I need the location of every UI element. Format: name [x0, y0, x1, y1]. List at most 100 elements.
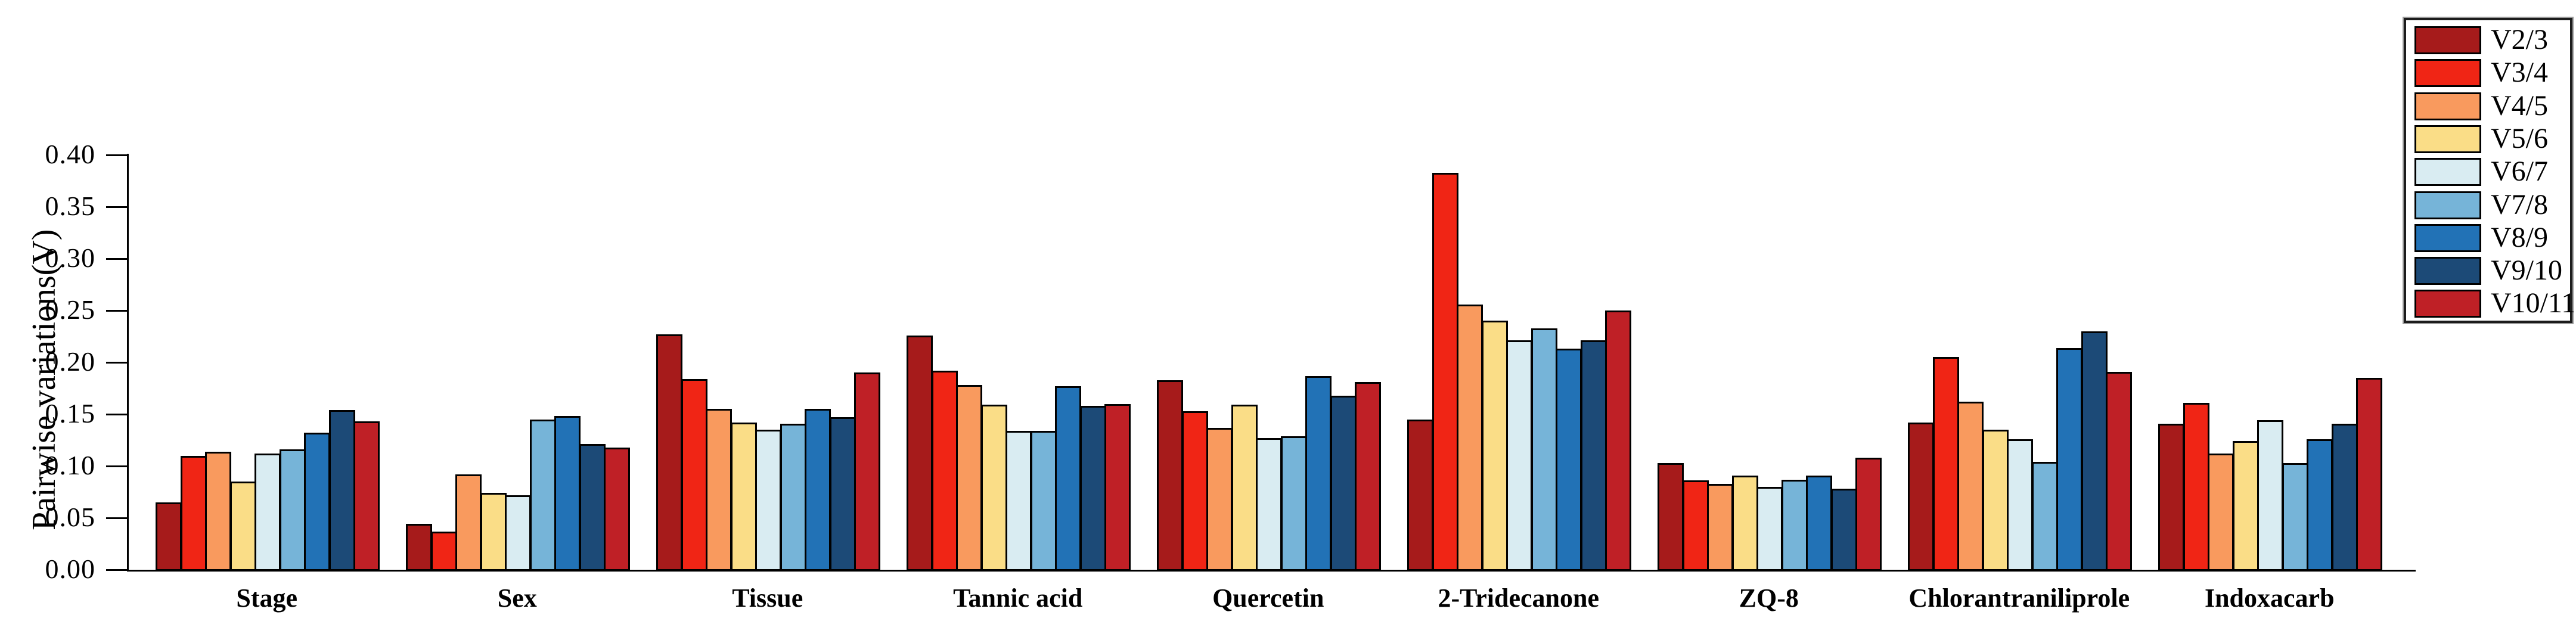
y-tick-label: 0.35 — [45, 191, 95, 221]
bar-sex-v10-11 — [604, 448, 630, 571]
y-tick-mark — [106, 257, 128, 260]
legend-swatch-v6-7 — [2414, 158, 2481, 187]
bar-stage-v2-3 — [156, 502, 182, 571]
legend-swatch-v5-6 — [2414, 125, 2481, 153]
bar-indoxacarb-v9-10 — [2331, 424, 2358, 571]
bar-quercetin-v2-3 — [1157, 380, 1183, 571]
legend-item-v3-4: V3/4 — [2406, 57, 2570, 89]
bar-tissue-v10-11 — [854, 372, 880, 571]
bar-quercetin-v7-8 — [1280, 436, 1307, 571]
bar-quercetin-v6-7 — [1256, 438, 1282, 571]
category-label-tissue: Tissue — [732, 583, 803, 613]
bar-stage-v9-10 — [328, 410, 355, 571]
bar-indoxacarb-v2-3 — [2158, 424, 2184, 571]
y-tick-label: 0.05 — [45, 502, 95, 532]
y-tick-mark — [106, 309, 128, 312]
bar-2-tridecanone-v3-4 — [1432, 173, 1458, 571]
bar-2-tridecanone-v5-6 — [1481, 321, 1508, 571]
bar-sex-v5-6 — [480, 493, 507, 571]
y-axis-line — [127, 154, 129, 572]
category-label-chlorantraniliprole: Chlorantraniliprole — [1908, 583, 2130, 613]
bar-stage-v4-5 — [205, 452, 231, 571]
bar-quercetin-v5-6 — [1231, 405, 1258, 571]
bar-chlorantraniliprole-v9-10 — [2081, 331, 2108, 571]
y-tick-mark — [106, 569, 128, 571]
category-label-2-tridecanone: 2-Tridecanone — [1438, 583, 1600, 613]
bar-sex-v4-5 — [455, 474, 482, 571]
bar-chlorantraniliprole-v5-6 — [1982, 430, 2009, 571]
legend-label: V3/4 — [2491, 57, 2548, 89]
category-label-stage: Stage — [236, 583, 298, 613]
bar-quercetin-v4-5 — [1206, 428, 1233, 571]
bar-tissue-v2-3 — [656, 334, 682, 571]
bar-2-tridecanone-v2-3 — [1407, 420, 1433, 571]
y-tick-label: 0.40 — [45, 139, 95, 169]
bar-indoxacarb-v10-11 — [2356, 378, 2382, 571]
bar-2-tridecanone-v8-9 — [1556, 349, 1582, 571]
bar-tissue-v3-4 — [681, 379, 707, 571]
y-tick-label: 0.10 — [45, 450, 95, 480]
legend-item-v5-6: V5/6 — [2406, 122, 2570, 155]
bar-chlorantraniliprole-v4-5 — [1957, 402, 1984, 571]
bar-stage-v3-4 — [180, 456, 207, 571]
y-tick-label: 0.00 — [45, 554, 95, 584]
bar-indoxacarb-v3-4 — [2183, 403, 2209, 571]
bar-tannic-acid-v6-7 — [1005, 431, 1032, 571]
bar-tannic-acid-v4-5 — [956, 385, 982, 571]
legend-item-v2-3: V2/3 — [2406, 25, 2570, 56]
bar-tannic-acid-v8-9 — [1055, 386, 1081, 571]
bar-stage-v6-7 — [255, 454, 281, 571]
category-label-sex: Sex — [497, 583, 537, 613]
legend-item-v6-7: V6/7 — [2406, 156, 2570, 188]
legend-label: V10/11 — [2491, 287, 2576, 319]
legend-swatch-v4-5 — [2414, 92, 2481, 120]
bar-sex-v2-3 — [406, 524, 432, 571]
bar-indoxacarb-v5-6 — [2232, 441, 2259, 571]
legend-label: V4/5 — [2491, 89, 2548, 122]
bar-tissue-v7-8 — [780, 424, 806, 571]
bar-2-tridecanone-v10-11 — [1605, 310, 1631, 571]
legend-item-v4-5: V4/5 — [2406, 89, 2570, 122]
bar-sex-v6-7 — [505, 495, 531, 571]
bar-indoxacarb-v4-5 — [2208, 454, 2234, 571]
bar-tissue-v8-9 — [805, 409, 831, 571]
bar-indoxacarb-v6-7 — [2257, 420, 2283, 571]
legend-swatch-v3-4 — [2414, 59, 2481, 88]
legend-swatch-v2-3 — [2414, 26, 2481, 54]
bar-chlorantraniliprole-v10-11 — [2106, 372, 2132, 571]
y-tick-mark — [106, 517, 128, 519]
bar-zq-8-v3-4 — [1682, 480, 1709, 571]
bar-zq-8-v5-6 — [1731, 476, 1758, 571]
bar-zq-8-v2-3 — [1658, 463, 1684, 571]
legend-box: V2/3 V3/4 V4/5 V5/6 V6/7 V7/8 V8/9 V9/10 V10/11 — [2404, 18, 2576, 323]
legend-label: V7/8 — [2491, 188, 2548, 221]
legend-item-v8-9: V8/9 — [2406, 222, 2570, 254]
y-tick-mark — [106, 413, 128, 415]
bar-2-tridecanone-v4-5 — [1457, 305, 1483, 571]
bar-sex-v7-8 — [529, 420, 556, 571]
bar-stage-v5-6 — [229, 482, 256, 571]
bar-quercetin-v9-10 — [1330, 396, 1357, 571]
legend-swatch-v7-8 — [2414, 191, 2481, 219]
bar-quercetin-v3-4 — [1181, 411, 1208, 571]
legend-swatch-v9-10 — [2414, 257, 2481, 285]
legend-item-v9-10: V9/10 — [2406, 254, 2570, 287]
category-label-indoxacarb: Indoxacarb — [2204, 583, 2335, 613]
bar-tissue-v5-6 — [730, 423, 757, 571]
bar-tissue-v9-10 — [829, 417, 856, 571]
bar-quercetin-v10-11 — [1355, 382, 1381, 571]
bar-stage-v8-9 — [304, 433, 330, 571]
bar-2-tridecanone-v6-7 — [1506, 340, 1532, 571]
category-label-tannic-acid: Tannic acid — [953, 583, 1083, 613]
legend-label: V9/10 — [2491, 254, 2562, 287]
legend-label: V6/7 — [2491, 156, 2548, 188]
bar-2-tridecanone-v7-8 — [1531, 328, 1557, 571]
bar-stage-v10-11 — [353, 421, 380, 571]
y-tick-mark — [106, 154, 128, 156]
bar-chlorantraniliprole-v3-4 — [1932, 357, 1959, 571]
bar-zq-8-v10-11 — [1855, 458, 1882, 571]
bar-tissue-v4-5 — [706, 409, 732, 571]
bar-tannic-acid-v3-4 — [931, 371, 958, 571]
legend-label: V5/6 — [2491, 122, 2548, 154]
